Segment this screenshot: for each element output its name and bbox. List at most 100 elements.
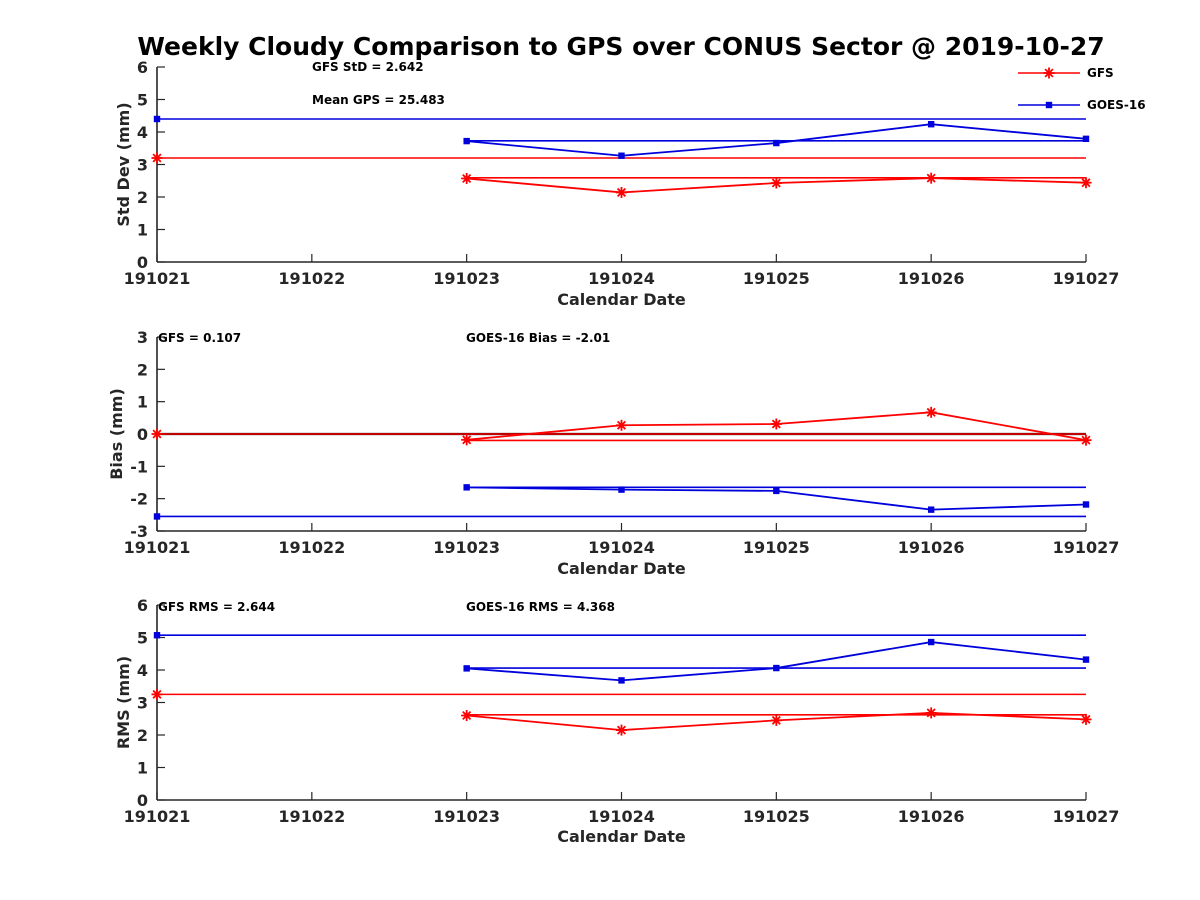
x-tick-label: 191025 [743, 538, 810, 557]
x-tick-label: 191022 [278, 269, 345, 288]
data-point-goes [618, 677, 625, 684]
data-point-gfs [1080, 713, 1092, 725]
data-point-goes [463, 484, 470, 491]
x-tick-label: 191021 [124, 269, 191, 288]
x-tick-label: 191021 [124, 807, 191, 826]
x-tick-label: 191027 [1053, 538, 1120, 557]
x-tick-label: 191026 [898, 269, 965, 288]
y-tick-label: 1 [137, 393, 148, 412]
x-tick-label: 191022 [278, 807, 345, 826]
data-point-goes [773, 664, 780, 672]
stat-annotation: Mean GPS = 25.483 [312, 93, 445, 107]
data-point-gfs [925, 707, 937, 719]
x-tick-label: 191027 [1053, 807, 1120, 826]
data-point-gfs [616, 724, 627, 736]
y-tick-label: 2 [137, 726, 148, 745]
stat-annotation: GFS StD = 2.642 [312, 60, 424, 74]
mean-marker-gfs [151, 428, 163, 440]
data-point-goes [618, 486, 625, 493]
data-point-gfs [770, 714, 782, 726]
x-tick-label: 191022 [278, 538, 345, 557]
data-point-gfs [770, 177, 782, 189]
data-point-gfs [1080, 177, 1092, 189]
x-tick-label: 191025 [743, 807, 810, 826]
x-tick-label: 191025 [743, 269, 810, 288]
data-point-gfs [616, 419, 627, 431]
x-tick-label: 191024 [588, 538, 655, 557]
series-line-goes-16 [466, 641, 1087, 682]
x-axis-label: Calendar Date [557, 559, 686, 578]
data-point-goes [927, 121, 935, 128]
stat-annotation: GOES-16 Bias = -2.01 [466, 331, 610, 345]
legend-gfs-star [1043, 67, 1055, 79]
y-tick-label: 0 [137, 425, 148, 444]
y-axis-label: Std Dev (mm) [114, 102, 133, 226]
chart-title: Weekly Cloudy Comparison to GPS over CON… [137, 32, 1104, 61]
x-tick-label: 191026 [898, 807, 965, 826]
data-point-goes [463, 665, 470, 672]
y-tick-label: 5 [137, 629, 148, 648]
y-axis-label: Bias (mm) [107, 388, 126, 480]
x-axis-label: Calendar Date [557, 827, 686, 846]
data-point-gfs [461, 172, 473, 184]
y-tick-label: 1 [137, 759, 148, 778]
mean-marker-goes [153, 632, 161, 639]
stat-annotation: GOES-16 RMS = 4.368 [466, 600, 615, 614]
data-point-gfs [461, 710, 473, 721]
data-point-goes [1082, 656, 1090, 663]
x-tick-label: 191023 [433, 538, 500, 557]
legend: GFS GOES-16 [1018, 66, 1146, 112]
y-tick-label: 4 [137, 661, 148, 680]
data-point-goes [1082, 135, 1090, 143]
data-point-goes [773, 139, 780, 147]
data-point-goes [773, 487, 780, 495]
x-tick-label: 191023 [433, 807, 500, 826]
x-tick-label: 191024 [588, 269, 655, 288]
data-point-gfs [925, 172, 937, 184]
stat-annotation: GFS RMS = 2.644 [158, 600, 275, 614]
data-point-gfs [616, 186, 627, 198]
subplot-2: -3 -2 -1 0 1 2 3 191021 191022 191023 191024 191025… [107, 328, 1119, 578]
legend-goes-label: GOES-16 [1087, 98, 1146, 112]
data-point-gfs [925, 406, 937, 418]
subplot-1: 0 1 2 3 4 5 6 191021 191022 191023 191024 191025 191… [114, 58, 1119, 309]
y-tick-label: 1 [137, 221, 148, 240]
x-tick-label: 191023 [433, 269, 500, 288]
y-tick-label: 6 [137, 58, 148, 77]
stat-annotation: GFS = 0.107 [158, 331, 241, 345]
y-tick-label: 3 [137, 156, 148, 175]
x-tick-label: 191026 [898, 538, 965, 557]
x-axis-label: Calendar Date [557, 290, 686, 309]
y-axis-label: RMS (mm) [114, 656, 133, 749]
y-tick-label: 6 [137, 596, 148, 615]
data-point-goes [1082, 501, 1090, 508]
y-tick-label: 4 [137, 123, 148, 142]
y-tick-label: 2 [137, 188, 148, 207]
subplots: 0 1 2 3 4 5 6 191021 191022 191023 191024 191025 191… [107, 58, 1119, 846]
y-tick-label: 3 [137, 694, 148, 713]
mean-marker-gfs [151, 688, 163, 700]
subplot-3: 0 1 2 3 4 5 6 191021 191022 191023 191024 191025 191… [114, 596, 1119, 846]
legend-goes-square [1045, 101, 1053, 109]
y-tick-label: 0 [137, 253, 148, 272]
mean-marker-gfs [151, 152, 163, 164]
y-tick-label: -3 [130, 522, 148, 541]
data-point-goes [463, 137, 470, 145]
data-point-goes [927, 638, 935, 646]
data-point-gfs [1080, 434, 1092, 446]
y-tick-label: 3 [137, 328, 148, 347]
data-point-gfs [461, 434, 473, 446]
y-tick-label: -2 [130, 490, 148, 509]
x-tick-label: 191021 [124, 538, 191, 557]
y-tick-label: 5 [137, 91, 148, 110]
legend-gfs-label: GFS [1087, 66, 1114, 80]
mean-marker-goes [153, 115, 161, 123]
data-point-goes [618, 152, 625, 159]
data-point-goes [927, 506, 935, 513]
y-tick-label: 0 [137, 791, 148, 810]
mean-marker-goes [153, 513, 161, 520]
data-point-gfs [770, 418, 782, 430]
legend-goes-marker [1045, 101, 1053, 109]
y-tick-label: 2 [137, 360, 148, 379]
